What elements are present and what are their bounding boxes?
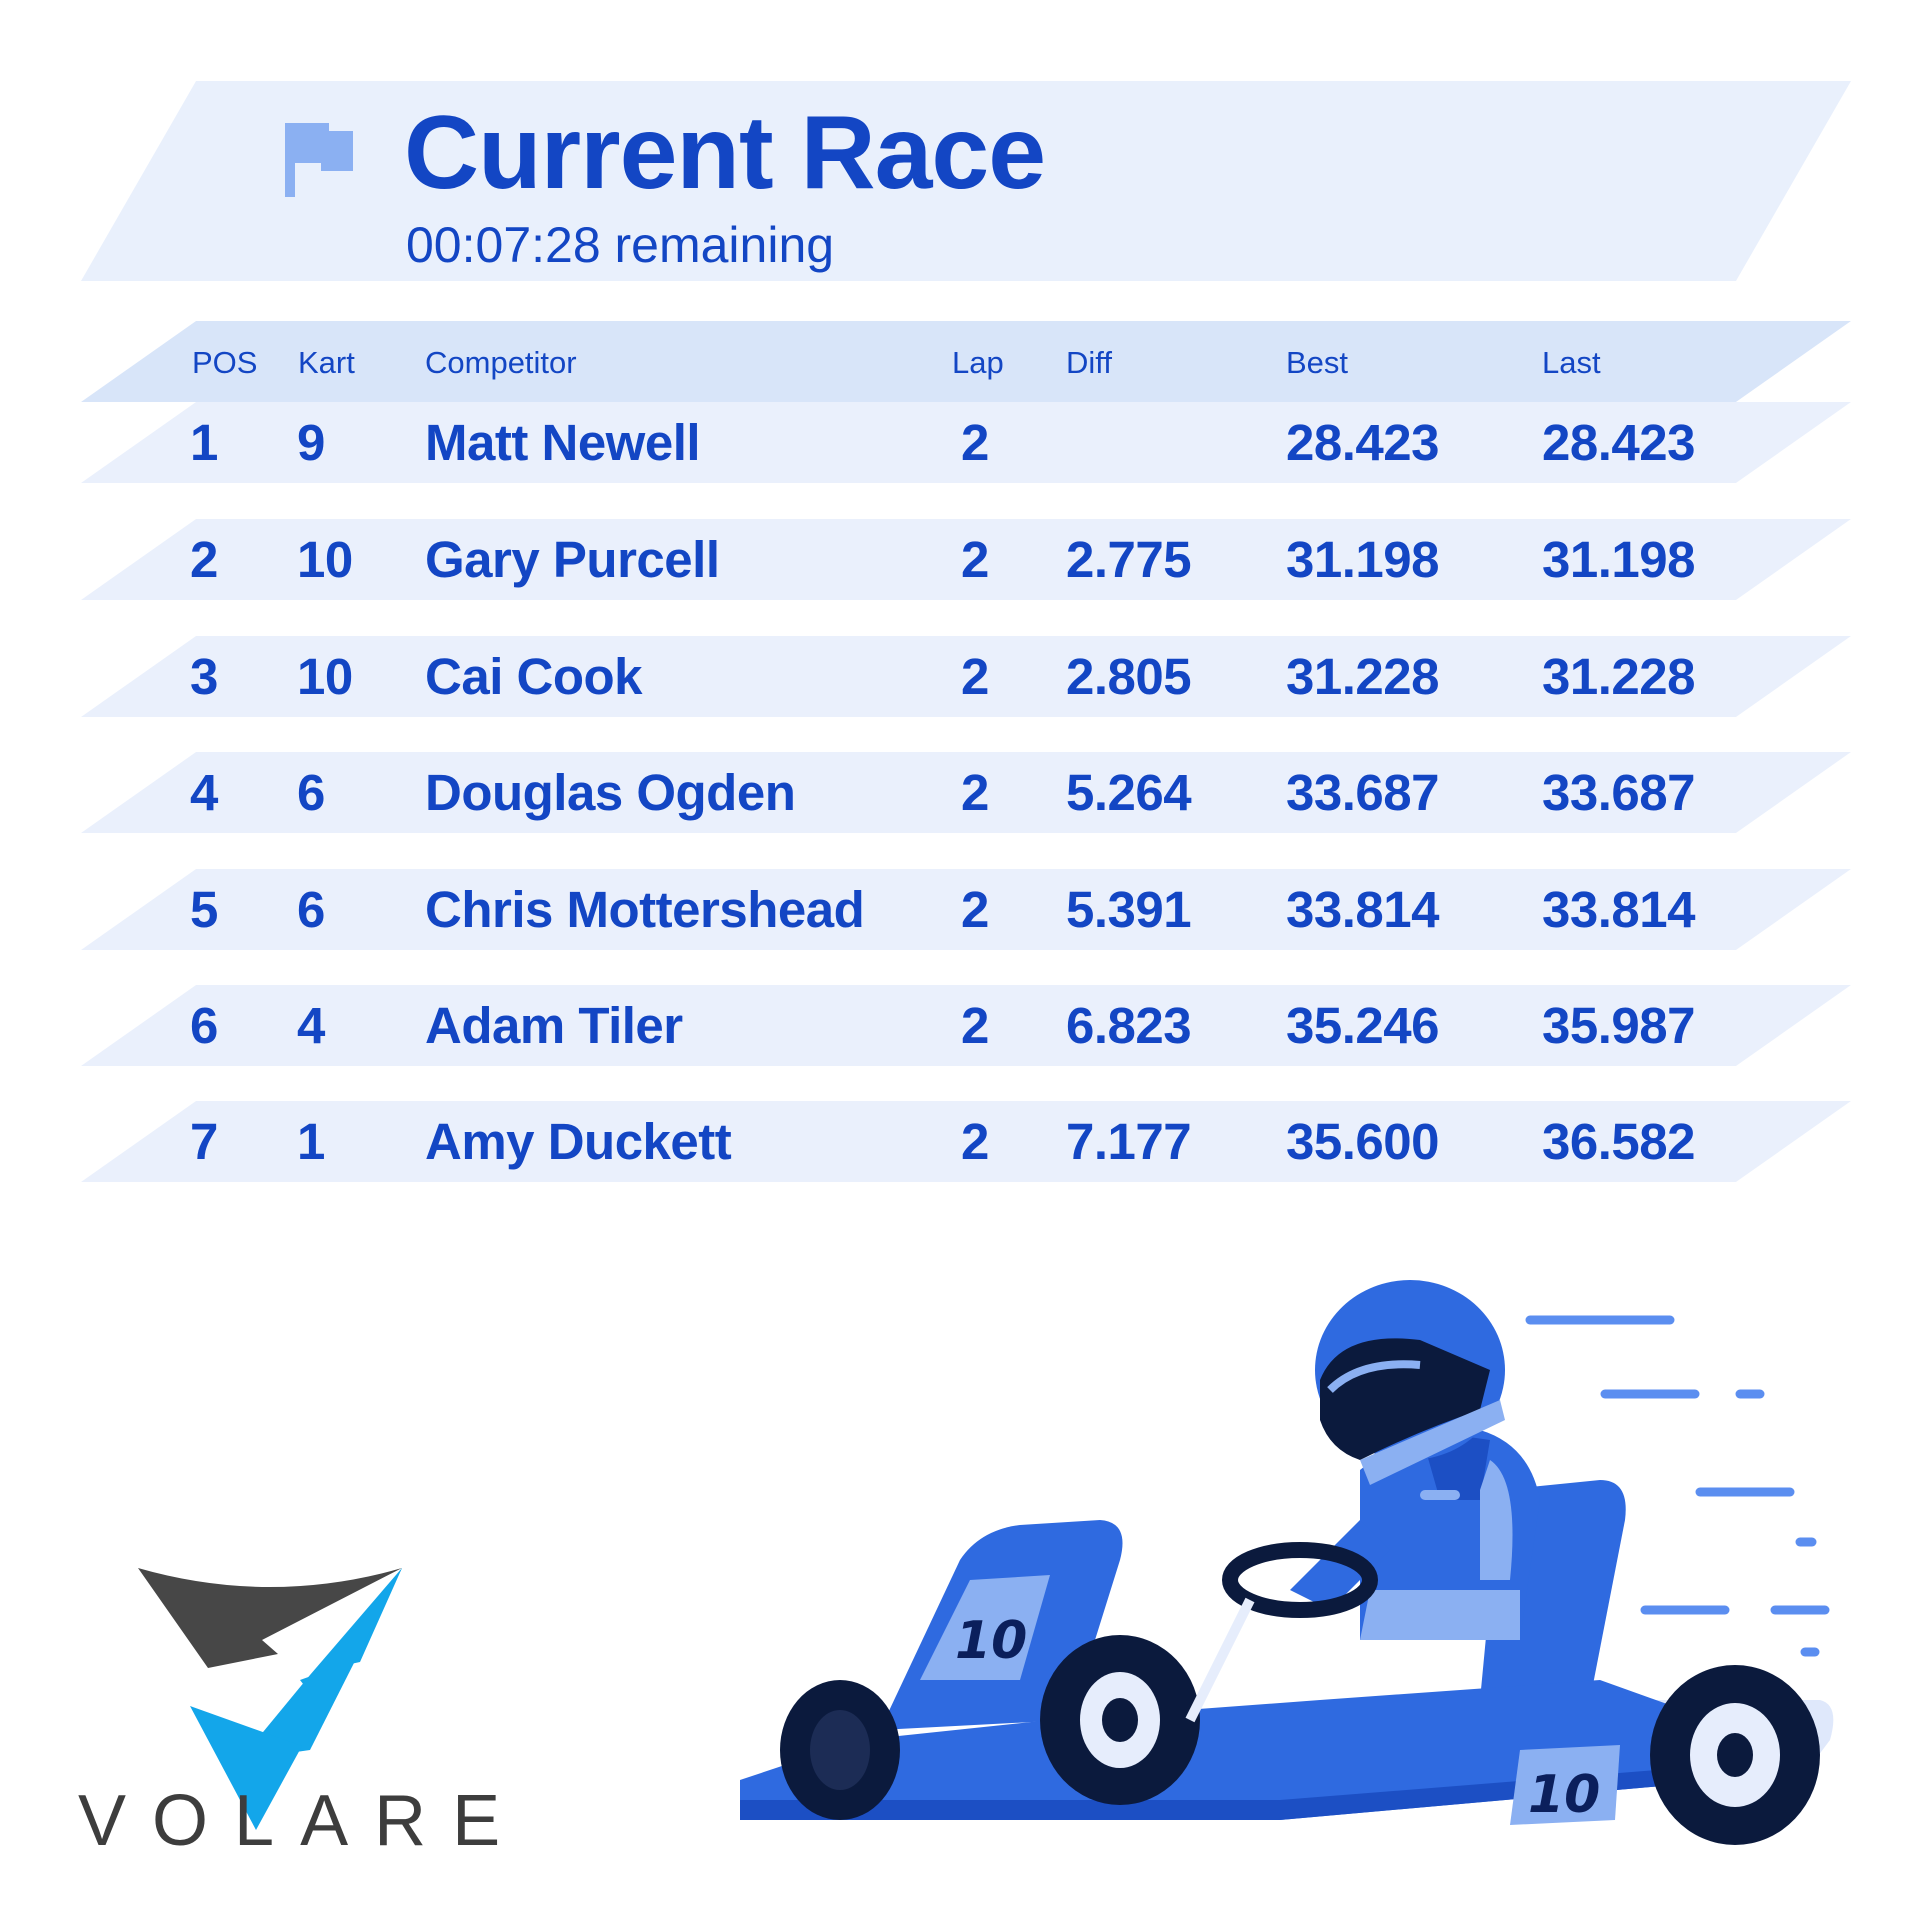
row-diff: 6.823 bbox=[1066, 997, 1192, 1054]
row-diff: 2.805 bbox=[1066, 648, 1192, 705]
svg-text:10: 10 bbox=[1528, 1765, 1600, 1825]
row-lap: 2 bbox=[961, 1113, 989, 1170]
row-competitor: Chris Mottershead bbox=[425, 881, 865, 938]
row-best: 31.198 bbox=[1286, 531, 1440, 588]
row-last: 36.582 bbox=[1542, 1113, 1696, 1170]
row-last: 31.228 bbox=[1542, 648, 1696, 705]
row-pos: 1 bbox=[190, 414, 218, 471]
row-pos: 3 bbox=[190, 648, 218, 705]
row-pos: 5 bbox=[190, 881, 218, 938]
row-best: 31.228 bbox=[1286, 648, 1440, 705]
volare-logo-icon bbox=[70, 1550, 510, 1880]
row-competitor: Amy Duckett bbox=[425, 1113, 732, 1170]
row-last: 35.987 bbox=[1542, 997, 1696, 1054]
column-header-lap: Lap bbox=[952, 345, 1004, 380]
flag-icon bbox=[283, 119, 355, 197]
row-lap: 2 bbox=[961, 648, 989, 705]
row-last: 33.687 bbox=[1542, 764, 1696, 821]
table-row bbox=[81, 1101, 1851, 1182]
row-best: 35.246 bbox=[1286, 997, 1440, 1054]
row-pos: 2 bbox=[190, 531, 218, 588]
column-header-last: Last bbox=[1542, 345, 1601, 380]
row-best: 33.814 bbox=[1286, 881, 1440, 938]
row-last: 28.423 bbox=[1542, 414, 1696, 471]
table-row bbox=[81, 519, 1851, 600]
table-row bbox=[81, 402, 1851, 483]
row-lap: 2 bbox=[961, 997, 989, 1054]
column-header-pos: POS bbox=[192, 345, 258, 380]
column-header-best: Best bbox=[1286, 345, 1349, 380]
row-best: 28.423 bbox=[1286, 414, 1440, 471]
page-title: Current Race bbox=[404, 95, 1046, 211]
column-header-kart: Kart bbox=[298, 345, 355, 380]
row-lap: 2 bbox=[961, 764, 989, 821]
row-competitor: Adam Tiler bbox=[425, 997, 683, 1054]
row-kart: 6 bbox=[297, 881, 325, 938]
row-lap: 2 bbox=[961, 881, 989, 938]
brand-name: VOLARE bbox=[78, 1781, 527, 1861]
row-competitor: Douglas Ogden bbox=[425, 764, 796, 821]
row-diff: 2.775 bbox=[1066, 531, 1192, 588]
row-lap: 2 bbox=[961, 531, 989, 588]
header-banner bbox=[81, 81, 1851, 281]
svg-text:10: 10 bbox=[955, 1611, 1027, 1671]
time-remaining: 00:07:28 remaining bbox=[406, 217, 835, 273]
row-diff: 7.177 bbox=[1066, 1113, 1192, 1170]
table-row bbox=[81, 752, 1851, 833]
row-lap: 2 bbox=[961, 414, 989, 471]
row-diff: 5.264 bbox=[1066, 764, 1192, 821]
row-competitor: Gary Purcell bbox=[425, 531, 720, 588]
row-kart: 1 bbox=[297, 1113, 325, 1170]
row-kart: 10 bbox=[297, 531, 353, 588]
row-last: 33.814 bbox=[1542, 881, 1696, 938]
row-best: 33.687 bbox=[1286, 764, 1440, 821]
go-kart-driver-icon: 10 10 bbox=[720, 1260, 1860, 1870]
row-pos: 6 bbox=[190, 997, 218, 1054]
row-diff: 5.391 bbox=[1066, 881, 1192, 938]
row-pos: 7 bbox=[190, 1113, 218, 1170]
table-row bbox=[81, 985, 1851, 1066]
row-kart: 4 bbox=[297, 997, 325, 1054]
row-competitor: Cai Cook bbox=[425, 648, 643, 705]
row-pos: 4 bbox=[190, 764, 218, 821]
row-last: 31.198 bbox=[1542, 531, 1696, 588]
row-kart: 10 bbox=[297, 648, 353, 705]
column-header-band bbox=[81, 321, 1851, 402]
row-kart: 6 bbox=[297, 764, 325, 821]
column-header-competitor: Competitor bbox=[425, 345, 577, 380]
row-best: 35.600 bbox=[1286, 1113, 1440, 1170]
table-row bbox=[81, 636, 1851, 717]
column-header-diff: Diff bbox=[1066, 345, 1112, 380]
row-kart: 9 bbox=[297, 414, 325, 471]
row-competitor: Matt Newell bbox=[425, 414, 701, 471]
table-row bbox=[81, 869, 1851, 950]
